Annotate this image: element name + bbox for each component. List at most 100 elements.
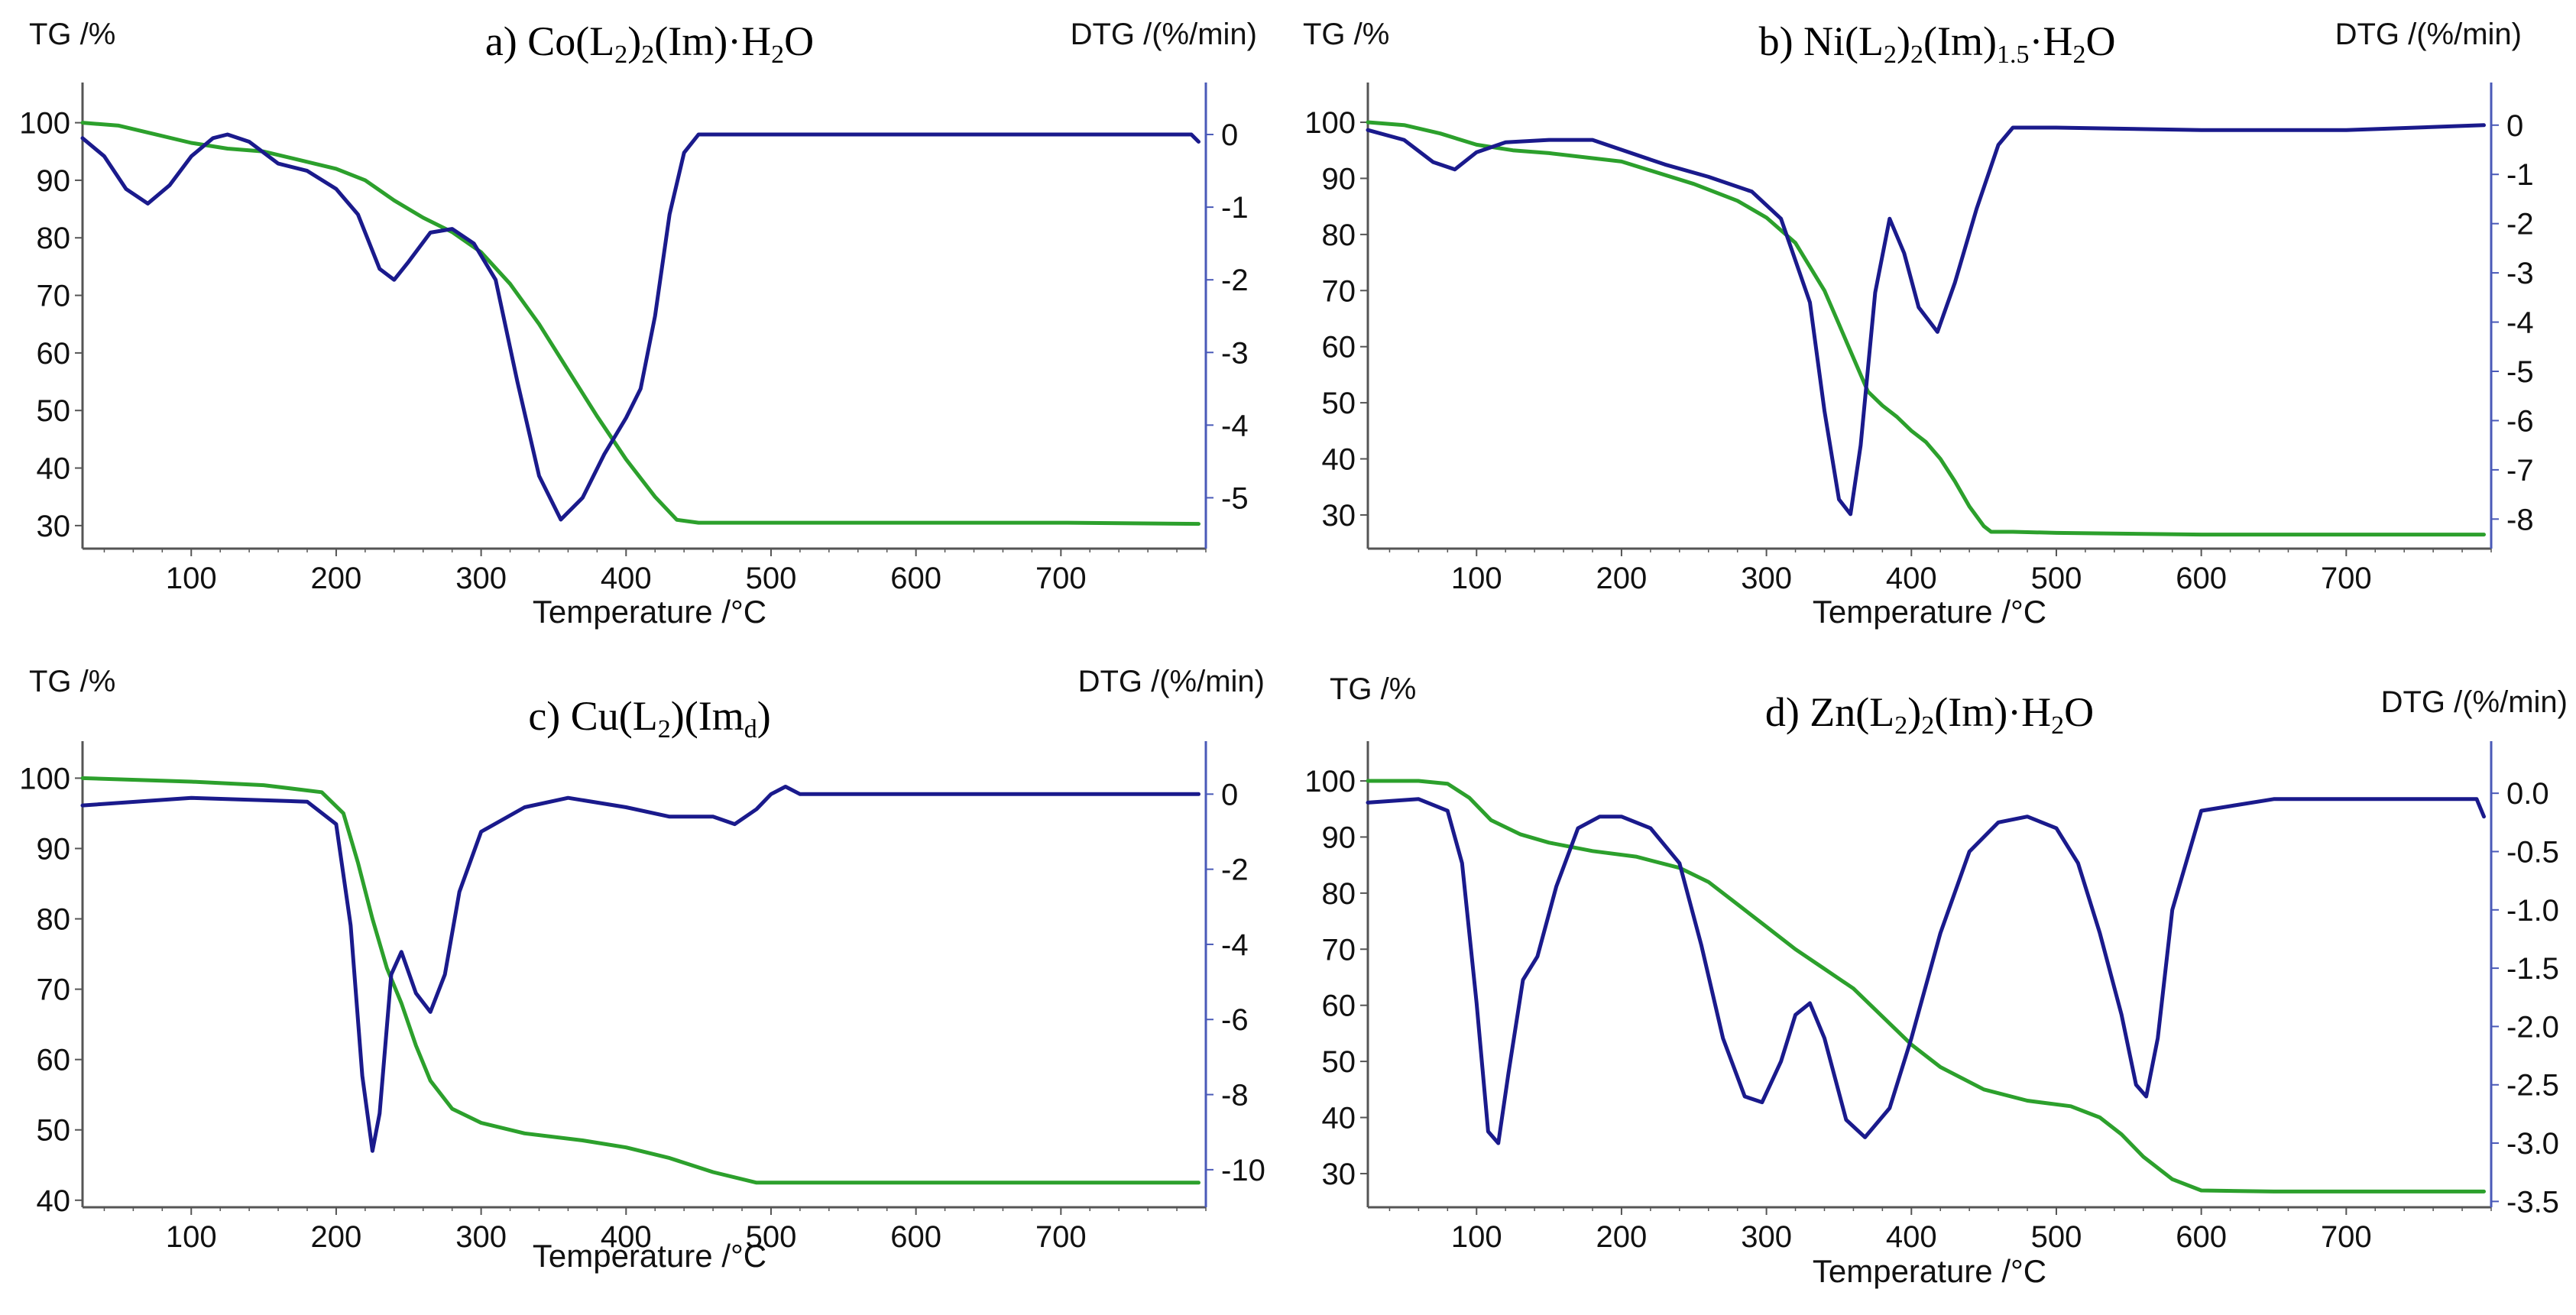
y-right-tick-label: -5 <box>1221 481 1249 515</box>
y-right-tick-label: -5 <box>2506 355 2534 389</box>
y-left-axis-label: TG /% <box>1330 672 1416 706</box>
panel-c: 100 200 300 400 500 600 700 40 50 60 70 80 90 100 0 -2 -… <box>19 665 1265 1274</box>
y-left-axis-label: TG /% <box>29 18 115 51</box>
y-left-tick-label: 50 <box>1322 387 1356 420</box>
y-left-tick-label: 30 <box>37 510 71 543</box>
series-tg-line <box>80 121 1201 526</box>
x-tick-label: 400 <box>1886 562 1937 595</box>
x-axis-label: Temperature /°C <box>533 594 766 630</box>
series-tg-line <box>1366 120 2486 537</box>
y-left-tick-label: 30 <box>1322 499 1356 533</box>
y-left-tick-label: 90 <box>37 164 71 198</box>
x-tick-label: 100 <box>166 1220 217 1254</box>
chart-title: b) Ni(L2)2(Im)1.5·H2O <box>1759 18 2116 69</box>
y-right-tick-label: -2.5 <box>2506 1069 2559 1103</box>
x-tick-label: 400 <box>1886 1220 1937 1254</box>
x-tick-label: 500 <box>746 1220 797 1254</box>
y-right-tick-label: -7 <box>2506 454 2534 487</box>
x-axis-label: Temperature /°C <box>1813 1253 2046 1289</box>
y-right-tick-label: -4 <box>1221 928 1249 962</box>
panel-d-axes: 100 200 300 400 500 600 700 30 40 50 60 70 80 90 100 0.… <box>1304 741 2559 1254</box>
y-left-tick-label: 50 <box>1322 1045 1356 1079</box>
y-right-tick-label: -6 <box>2506 404 2534 438</box>
y-left-tick-label: 100 <box>1304 765 1356 798</box>
y-right-tick-label: -10 <box>1221 1154 1265 1187</box>
x-tick-label: 200 <box>311 562 362 595</box>
y-left-tick-label: 60 <box>1322 331 1356 364</box>
y-left-tick-label: 60 <box>1322 989 1356 1023</box>
y-right-tick-label: 0 <box>2506 109 2523 143</box>
panel-d: 100 200 300 400 500 600 700 30 40 50 60 70 80 90 100 0.… <box>1304 672 2568 1289</box>
x-tick-label: 600 <box>890 1220 941 1254</box>
y-left-tick-label: 100 <box>19 107 70 141</box>
y-left-tick-label: 90 <box>1322 821 1356 854</box>
y-right-tick-label: -2 <box>1221 264 1249 297</box>
y-left-tick-label: 40 <box>37 1184 71 1218</box>
y-left-tick-label: 80 <box>37 222 71 255</box>
y-left-tick-label: 100 <box>19 762 70 795</box>
x-tick-label: 100 <box>166 562 217 595</box>
y-left-tick-label: 60 <box>37 337 71 371</box>
x-tick-label: 300 <box>1741 562 1792 595</box>
y-left-tick-label: 50 <box>37 394 71 428</box>
y-right-tick-label: -4 <box>1221 409 1249 442</box>
x-tick-label: 700 <box>1035 562 1087 595</box>
y-right-tick-label: -0.5 <box>2506 835 2559 869</box>
y-right-tick-label: -2 <box>1221 853 1249 887</box>
chart-title: a) Co(L2)2(Im)·H2O <box>485 18 814 69</box>
y-right-tick-label: -2 <box>2506 208 2534 241</box>
series-dtg-line <box>1366 797 2486 1145</box>
y-left-tick-label: 70 <box>1322 933 1356 967</box>
y-right-axis-label: DTG /(%/min) <box>1071 18 1257 51</box>
y-right-axis-label: DTG /(%/min) <box>1078 665 1265 698</box>
y-left-tick-label: 90 <box>1322 162 1356 196</box>
x-tick-label: 700 <box>2321 1220 2372 1254</box>
y-left-tick-label: 50 <box>37 1114 71 1148</box>
y-right-axis-label: DTG /(%/min) <box>2381 685 2568 719</box>
x-tick-label: 600 <box>2176 562 2227 595</box>
y-left-tick-label: 40 <box>1322 443 1356 477</box>
x-tick-label: 300 <box>1741 1220 1792 1254</box>
y-right-tick-label: -3.0 <box>2506 1127 2559 1161</box>
y-right-tick-label: -3.5 <box>2506 1185 2559 1219</box>
series-dtg-line <box>80 785 1201 1153</box>
series-tg-line <box>80 776 1201 1185</box>
y-left-tick-label: 70 <box>1322 274 1356 308</box>
y-right-axis-label: DTG /(%/min) <box>2335 18 2522 51</box>
y-left-tick-label: 80 <box>1322 219 1356 252</box>
y-left-tick-label: 80 <box>1322 877 1356 911</box>
x-tick-label: 500 <box>2031 1220 2082 1254</box>
x-tick-label: 300 <box>455 562 507 595</box>
chart-title: d) Zn(L2)2(Im)·H2O <box>1765 689 2094 740</box>
y-right-tick-label: -6 <box>1221 1003 1249 1037</box>
x-tick-label: 200 <box>1596 562 1648 595</box>
y-right-tick-label: -1 <box>1221 191 1249 225</box>
x-tick-label: 600 <box>890 562 941 595</box>
y-right-tick-label: 0 <box>1221 778 1238 811</box>
panel-a: 100 200 300 400 500 600 700 30 40 50 60 70 80 90 100 0 -… <box>19 18 1257 630</box>
x-tick-label: 700 <box>2321 562 2372 595</box>
x-tick-label: 400 <box>601 1220 652 1254</box>
y-right-tick-label: -8 <box>1221 1079 1249 1113</box>
y-left-tick-label: 100 <box>1304 106 1356 140</box>
x-tick-label: 300 <box>455 1220 507 1254</box>
y-right-tick-label: -2.0 <box>2506 1010 2559 1044</box>
x-tick-label: 200 <box>1596 1220 1648 1254</box>
y-left-tick-label: 70 <box>37 280 71 313</box>
y-right-tick-label: -1 <box>2506 158 2534 192</box>
panel-b: 100 200 300 400 500 600 700 30 40 50 60 70 80 90 100 0 -… <box>1303 18 2534 630</box>
y-right-tick-label: -1.0 <box>2506 894 2559 928</box>
y-left-tick-label: 60 <box>37 1044 71 1077</box>
y-right-tick-label: -8 <box>2506 503 2534 536</box>
y-right-tick-label: -4 <box>2506 306 2534 340</box>
y-right-tick-label: -3 <box>1221 336 1249 370</box>
x-tick-label: 100 <box>1451 562 1502 595</box>
y-right-tick-label: 0.0 <box>2506 777 2549 811</box>
x-tick-label: 100 <box>1451 1220 1502 1254</box>
x-tick-label: 600 <box>2176 1220 2227 1254</box>
x-tick-label: 500 <box>2031 562 2082 595</box>
y-right-tick-label: -3 <box>2506 257 2534 290</box>
series-dtg-line <box>1366 123 2486 517</box>
